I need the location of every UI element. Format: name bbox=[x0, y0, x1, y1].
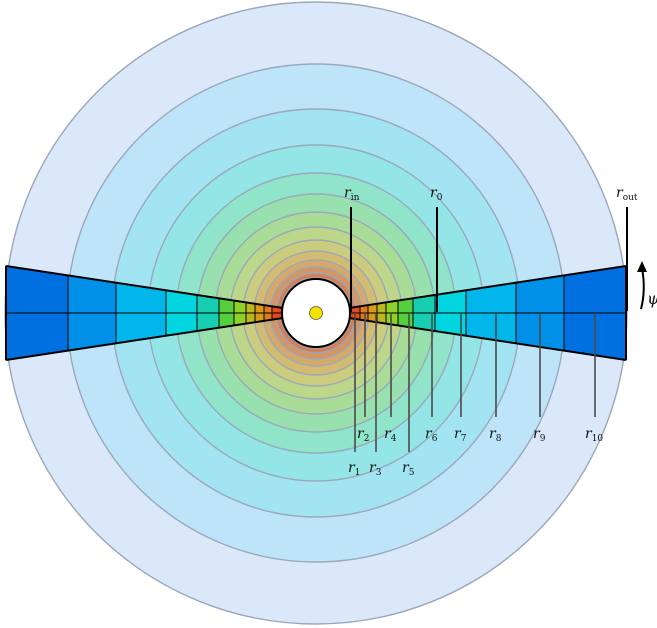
label-r-7: r7 bbox=[454, 426, 467, 444]
disk-upper-edge bbox=[5, 265, 317, 314]
radius-labels: r1 r2 r3 r4 r5 r6 r7 r8 r9 r10 bbox=[348, 426, 603, 478]
disk-wedges bbox=[5, 265, 627, 361]
label-r-2: r2 bbox=[357, 426, 369, 444]
label-r-in: rin bbox=[344, 185, 360, 203]
label-r-out: rout bbox=[616, 185, 638, 203]
label-r-10: r10 bbox=[585, 426, 603, 444]
label-r-1: r1 bbox=[348, 460, 360, 478]
label-psi: ψ bbox=[647, 289, 657, 308]
label-r-5: r5 bbox=[402, 460, 415, 478]
disk-upper-edge bbox=[315, 265, 627, 314]
central-object bbox=[281, 278, 351, 348]
psi-arrow bbox=[637, 261, 647, 310]
label-r-8: r8 bbox=[489, 426, 502, 444]
radius-markers bbox=[350, 207, 628, 452]
disk-lower-edge bbox=[5, 312, 317, 361]
central-star bbox=[309, 306, 323, 320]
label-r-4: r4 bbox=[384, 426, 397, 444]
label-r-0: r0 bbox=[430, 185, 443, 203]
disk-lower-edge bbox=[315, 312, 627, 361]
label-r-6: r6 bbox=[425, 426, 438, 444]
label-r-3: r3 bbox=[369, 460, 382, 478]
label-r-9: r9 bbox=[533, 426, 546, 444]
